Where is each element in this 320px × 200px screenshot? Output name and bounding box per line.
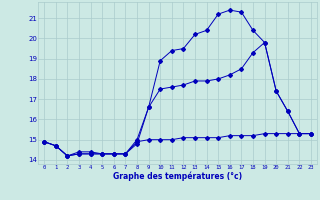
- X-axis label: Graphe des températures (°c): Graphe des températures (°c): [113, 172, 242, 181]
